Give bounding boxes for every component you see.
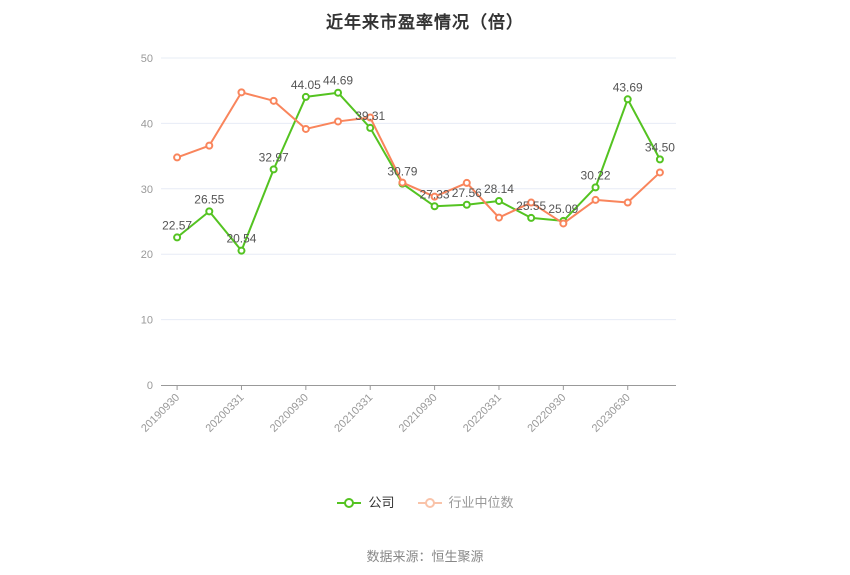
x-axis-tick-label: 20190930 [139,392,182,435]
company-value-label: 26.55 [194,192,224,206]
x-axis-tick-label: 20220331 [461,392,504,435]
data-source-note: 数据来源：恒生聚源 [366,549,484,564]
company-value-label: 43.69 [613,80,643,94]
industry-median-data-point[interactable] [269,96,278,105]
company-value-label: 30.22 [581,168,611,182]
company-value-label: 20.54 [226,232,256,246]
legend: 公司 行业中位数 [0,496,850,509]
company-value-label: 22.57 [162,218,192,232]
company-data-point[interactable] [366,123,375,132]
industry-median-data-point[interactable] [462,178,471,187]
company-value-label: 27.56 [452,186,482,200]
company-data-point[interactable] [269,165,278,174]
company-value-label: 25.55 [516,199,546,213]
x-axis-tick-label: 20230630 [590,392,633,435]
industry-median-data-point[interactable] [591,195,600,204]
industry-median-data-point[interactable] [623,198,632,207]
y-axis-tick-label: 20 [141,249,153,261]
y-axis-tick-label: 30 [141,184,153,196]
industry-median-data-point[interactable] [655,168,664,177]
company-value-label: 25.09 [548,202,578,216]
x-axis-tick-label: 20210930 [397,392,440,435]
chart-title: 近年来市盈率情况（倍） [326,13,524,32]
y-axis-tick-label: 0 [147,380,153,392]
industry-median-data-point[interactable] [334,117,343,126]
legend-item-company[interactable]: 公司 [336,495,395,510]
company-data-point[interactable] [334,88,343,97]
y-axis-tick-label: 40 [141,118,153,130]
company-data-point[interactable] [462,200,471,209]
industry-median-data-point[interactable] [301,124,310,133]
industry-median-data-point[interactable] [237,88,246,97]
company-value-label: 44.05 [291,78,321,92]
industry-median-data-point[interactable] [398,178,407,187]
company-data-point[interactable] [591,183,600,192]
company-data-point[interactable] [301,92,310,101]
x-axis-tick-label: 20200930 [268,392,311,435]
company-data-point[interactable] [173,233,182,242]
company-data-point[interactable] [237,246,246,255]
company-value-label: 44.69 [323,74,353,88]
industry-median-series-marker-icon [417,497,442,508]
legend-label-company: 公司 [368,495,395,510]
industry-median-data-point[interactable] [173,153,182,162]
company-series-line [176,91,661,252]
x-axis-tick-label: 20220930 [525,392,568,435]
x-axis-tick-label: 20200331 [203,392,246,435]
legend-item-industry-median[interactable]: 行业中位数 [417,496,514,509]
legend-label-industry-median: 行业中位数 [448,495,514,510]
industry-median-data-point[interactable] [559,219,568,228]
industry-median-data-point[interactable] [366,113,375,122]
company-value-label: 34.50 [645,140,675,154]
company-value-label: 30.79 [387,165,417,179]
pe-ratio-line-chart: 0 10 20 30 40 50 20190930 20200331 20200930 20210… [139,53,676,435]
industry-median-data-point[interactable] [430,192,439,201]
industry-median-series-line [176,91,661,225]
industry-median-data-point[interactable] [205,141,214,150]
industry-median-data-point[interactable] [494,213,503,222]
company-data-point[interactable] [430,202,439,211]
company-data-point[interactable] [205,207,214,216]
company-value-label: 28.14 [484,182,514,196]
y-axis-tick-label: 10 [141,315,153,327]
company-series-marker-icon [337,497,362,508]
company-value-label: 32.97 [259,150,289,164]
company-data-point[interactable] [494,196,503,205]
x-axis-tick-label: 20210331 [332,392,375,435]
company-data-point[interactable] [527,213,536,222]
company-data-point[interactable] [655,155,664,164]
company-data-point[interactable] [623,95,632,104]
company-value-label: 27.33 [420,187,450,201]
y-axis-tick-label: 50 [141,53,153,65]
company-value-label: 39.31 [355,109,385,123]
industry-median-data-point[interactable] [527,198,536,207]
